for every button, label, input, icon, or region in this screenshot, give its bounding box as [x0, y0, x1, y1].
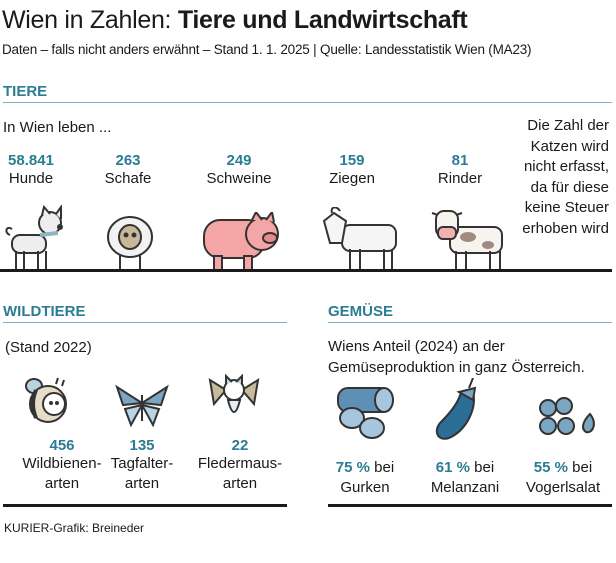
stat-hunde: 58.841 Hunde	[0, 152, 62, 189]
divider	[3, 322, 287, 323]
divider	[328, 322, 612, 323]
stat-value: 58.841	[8, 152, 54, 169]
goat-icon	[322, 207, 397, 269]
stat-value: 61 %	[435, 459, 470, 476]
stat-label: arten	[222, 475, 258, 492]
stat-vogerlsalat: 55 % bei Vogerlsalat	[518, 458, 608, 498]
stat-gurken: 75 % bei Gurken	[322, 458, 408, 498]
credit: KURIER-Grafik: Breineder	[4, 521, 145, 535]
stat-label: Melanzani	[430, 479, 500, 496]
stat-label: Rinder	[437, 170, 483, 187]
sheep-icon	[107, 216, 153, 269]
stat-wildbienen: 456 Wildbienen-arten	[22, 437, 102, 494]
stat-value: 22	[231, 437, 249, 454]
stat-label: Vogerlsalat	[525, 479, 601, 496]
stat-label: Schafe	[104, 170, 152, 187]
eggplant-icon	[435, 378, 477, 440]
stat-value: 75 %	[335, 459, 370, 476]
stat-value: 159	[339, 152, 365, 169]
intro-line: Wiens Anteil (2024) an der	[328, 338, 505, 355]
stat-label: arten	[44, 475, 80, 492]
section-divider	[328, 504, 612, 507]
stat-value: 135	[129, 437, 155, 454]
stat-suffix: bei	[370, 459, 395, 476]
wildtiere-intro: (Stand 2022)	[5, 339, 92, 356]
stat-ziegen: 159 Ziegen	[322, 152, 382, 189]
stat-label: Wildbienen-	[22, 455, 102, 472]
title-prefix: Wien in Zahlen:	[2, 6, 172, 34]
section-divider	[0, 269, 612, 272]
lambs-lettuce-icon	[539, 397, 595, 435]
stat-label: Fledermaus-	[197, 455, 283, 472]
stat-tagfalter: 135 Tagfalter-arten	[104, 437, 180, 494]
stat-value: 263	[115, 152, 141, 169]
stat-suffix: bei	[470, 459, 495, 476]
stat-label: Ziegen	[329, 170, 375, 187]
page-title: Wien in Zahlen: Tiere und Landwirtschaft	[2, 6, 468, 35]
bat-icon	[208, 374, 260, 413]
stat-value: 81	[451, 152, 469, 169]
section-heading-wildtiere: WILDTIERE	[3, 303, 86, 320]
stat-schafe: 263 Schafe	[98, 152, 158, 189]
title-bold: Tiere und Landwirtschaft	[177, 6, 468, 34]
divider	[3, 102, 612, 103]
stat-suffix: bei	[568, 459, 593, 476]
stat-label: Gurken	[340, 479, 390, 496]
cow-icon	[431, 210, 503, 269]
cucumber-icon	[337, 387, 394, 439]
section-heading-gemuese: GEMÜSE	[328, 303, 394, 320]
pig-icon	[203, 212, 279, 271]
stat-melanzani: 61 % bei Melanzani	[420, 458, 510, 498]
stat-rinder: 81 Rinder	[430, 152, 490, 189]
stat-value: 55 %	[533, 459, 568, 476]
section-divider	[3, 504, 287, 507]
stat-value: 249	[226, 152, 252, 169]
stat-value: 456	[49, 437, 75, 454]
stat-fledermaus: 22 Fledermaus-arten	[190, 437, 290, 494]
stat-label: Tagfalter-	[110, 455, 174, 472]
stat-label: arten	[124, 475, 160, 492]
bee-icon	[25, 377, 67, 423]
subtitle: Daten – falls nicht anders erwähnt – Sta…	[2, 42, 532, 57]
butterfly-icon	[115, 384, 169, 427]
stat-schweine: 249 Schweine	[196, 152, 282, 189]
section-heading-tiere: TIERE	[3, 83, 48, 100]
intro-line: Gemüseproduktion in ganz Österreich.	[328, 359, 585, 376]
tiere-intro: In Wien leben ...	[3, 119, 112, 136]
stat-label: Schweine	[206, 170, 272, 187]
stat-label: Hunde	[8, 170, 54, 187]
gemuese-intro: Wiens Anteil (2024) an der Gemüseprodukti…	[328, 336, 585, 378]
cats-note: Die Zahl der Katzen wird nicht erfasst, …	[522, 117, 609, 237]
dog-icon	[5, 205, 63, 269]
